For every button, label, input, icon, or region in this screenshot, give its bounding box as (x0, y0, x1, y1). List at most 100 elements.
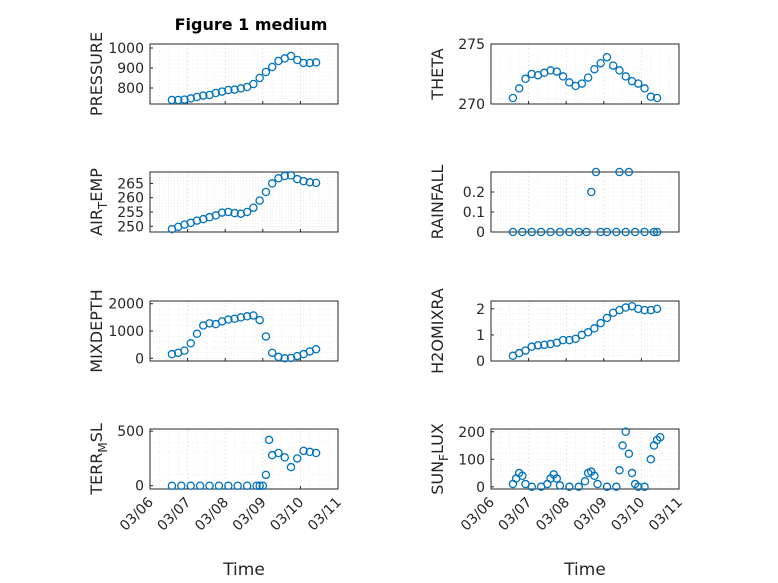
data-point (255, 315, 264, 325)
axes-frame (490, 43, 680, 105)
y-tick-label: 2 (476, 302, 485, 318)
data-point (305, 58, 315, 68)
data-point (640, 84, 649, 93)
data-point (214, 481, 224, 490)
data-point (615, 167, 624, 177)
data-point (615, 466, 624, 475)
data-point (646, 305, 656, 315)
data-point (621, 227, 630, 237)
y-tick-label: 0 (476, 354, 485, 370)
data-series (508, 301, 662, 361)
data-point (627, 468, 637, 478)
x-tick-label: 03/11 (305, 495, 345, 535)
data-point (280, 171, 289, 181)
data-point (305, 178, 315, 187)
data-point (224, 85, 233, 95)
y-tick-label: 200 (458, 425, 485, 441)
data-point (558, 335, 568, 345)
data-point (527, 482, 536, 492)
grid (149, 429, 339, 489)
data-point (533, 341, 543, 350)
data-point (199, 91, 208, 100)
data-point (590, 64, 599, 74)
x-tick-label: 03/09 (230, 495, 270, 535)
data-point (311, 178, 321, 188)
data-point (267, 62, 277, 72)
y-tick-label: 265 (117, 176, 144, 192)
y-tick-label: 500 (117, 424, 144, 440)
data-point (186, 481, 195, 490)
data-point (577, 79, 587, 88)
data-point (236, 84, 246, 93)
data-point (167, 95, 177, 105)
data-point (574, 482, 583, 492)
data-point (582, 227, 591, 237)
data-point (242, 207, 252, 217)
y-tick-label: 275 (458, 37, 485, 53)
data-point (242, 481, 252, 490)
data-point (224, 207, 233, 217)
y-axis-label: THETA (428, 48, 447, 100)
y-axis-label: TERRMSL (87, 423, 110, 496)
data-point (555, 227, 565, 237)
data-point (634, 304, 643, 314)
data-point (230, 208, 239, 218)
data-point (180, 95, 189, 104)
y-tick-label: 1000 (108, 41, 144, 57)
data-point (634, 79, 643, 88)
data-point (217, 208, 227, 217)
data-point (311, 448, 321, 458)
x-tick-label: 03/08 (533, 495, 573, 535)
x-tick-label: 03/06 (458, 494, 498, 534)
data-point (652, 93, 662, 103)
data-point (583, 328, 593, 337)
x-tick-label: 03/10 (608, 495, 648, 535)
data-point (252, 481, 261, 490)
data-point (652, 227, 662, 237)
data-point (261, 332, 271, 341)
data-point (565, 227, 574, 237)
data-point (305, 447, 315, 457)
data-point (527, 342, 536, 351)
data-point (192, 329, 202, 338)
data-point (192, 92, 202, 102)
data-point (590, 324, 599, 333)
data-series (167, 171, 321, 234)
y-tick-label: 100 (458, 452, 485, 468)
data-point (180, 346, 189, 355)
y-tick-label: 0.2 (463, 185, 485, 201)
data-point (186, 94, 195, 103)
data-point (621, 427, 630, 437)
data-point (612, 227, 621, 237)
axes-frame (149, 171, 339, 233)
data-point (280, 354, 289, 363)
data-point (624, 167, 634, 177)
data-point (646, 455, 656, 464)
data-point (630, 227, 640, 237)
grid (490, 43, 680, 105)
data-point (571, 334, 580, 344)
y-tick-label: 270 (458, 97, 485, 113)
data-series (167, 51, 321, 105)
data-series (508, 52, 662, 103)
data-point (555, 481, 565, 490)
data-point (274, 448, 283, 458)
data-point (267, 179, 277, 188)
data-point (618, 441, 627, 450)
data-point (205, 481, 214, 490)
data-point (565, 335, 574, 345)
data-point (602, 313, 612, 323)
x-tick-label: 03/11 (646, 495, 686, 535)
x-tick-label: 03/08 (192, 495, 232, 535)
data-point (602, 52, 612, 62)
data-point (552, 67, 562, 76)
data-point (299, 176, 308, 186)
data-point (518, 227, 527, 237)
data-point (255, 481, 264, 490)
y-tick-label: 255 (117, 205, 144, 221)
data-point (167, 349, 177, 359)
data-point (211, 88, 221, 98)
x-tick-label: 03/07 (496, 495, 536, 535)
subplot-rainfall: 0 0.1 0.2 RAINFALL (428, 165, 680, 241)
